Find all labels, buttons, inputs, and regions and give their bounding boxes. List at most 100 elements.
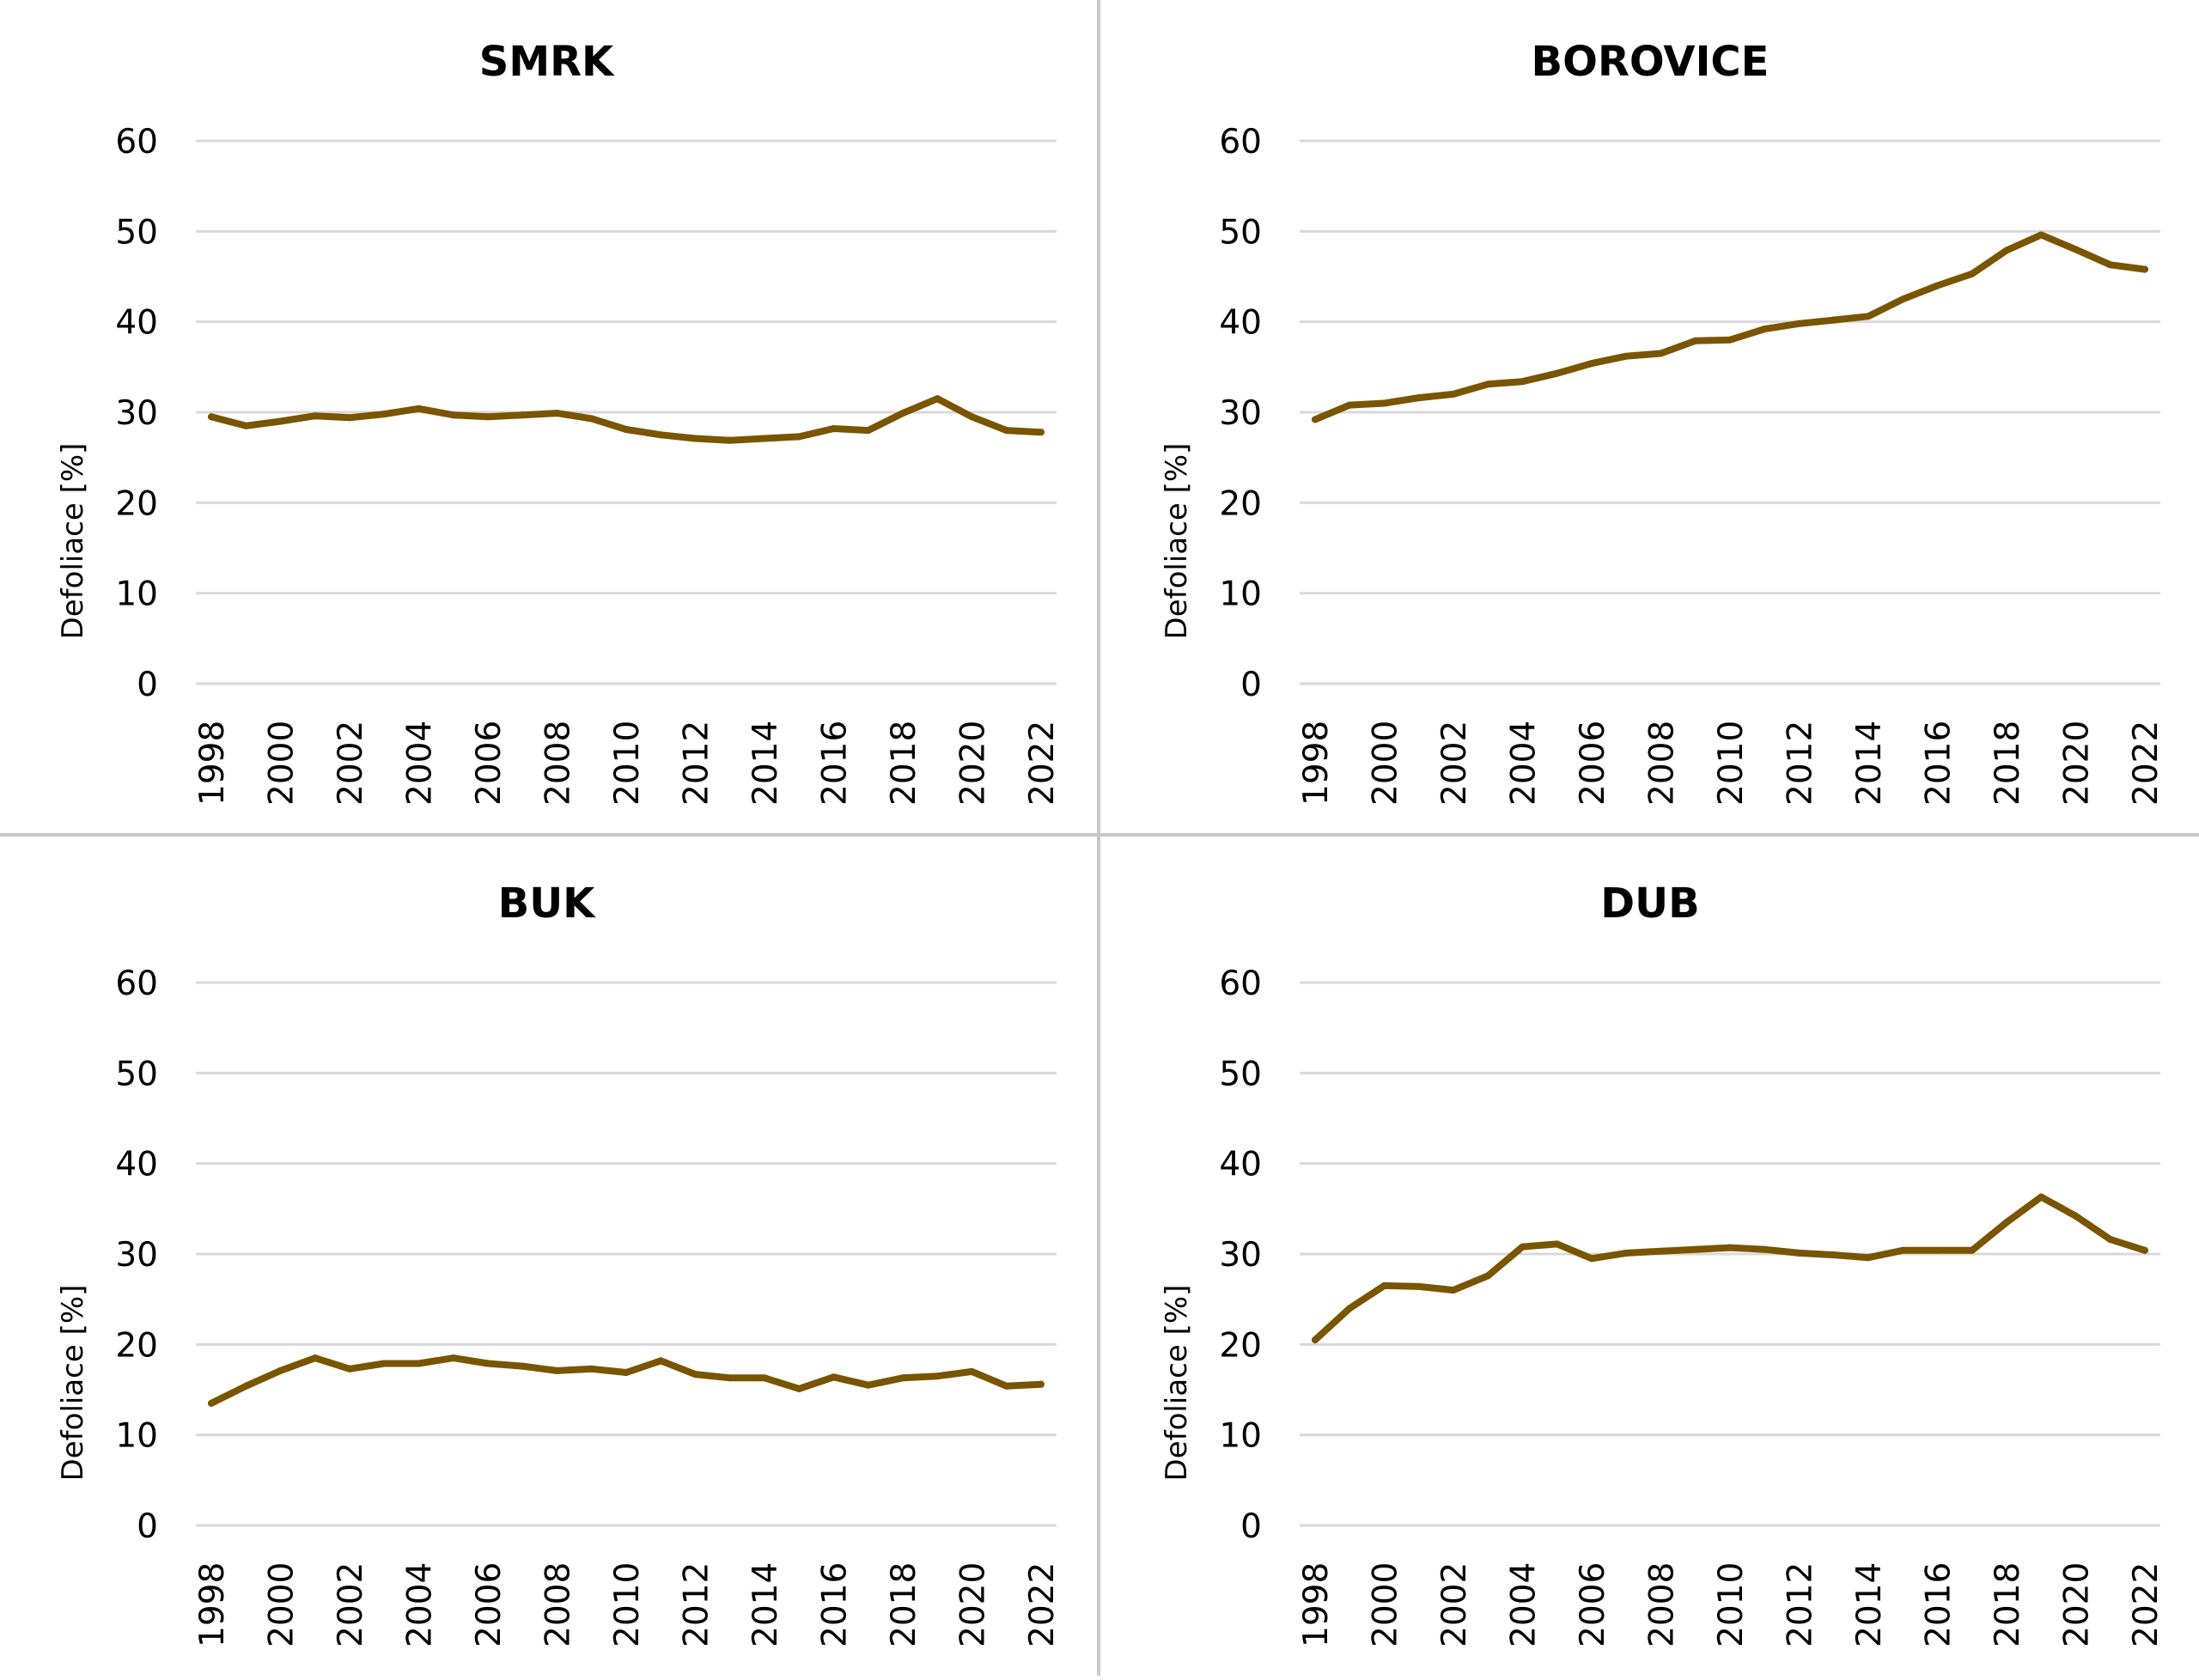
x-tick-label: 2000 bbox=[1367, 1562, 1405, 1647]
data-point bbox=[449, 411, 457, 419]
y-tick-label: 10 bbox=[115, 1417, 158, 1456]
y-tick-label: 10 bbox=[1219, 1417, 1262, 1456]
data-point bbox=[623, 1368, 630, 1376]
data-point bbox=[726, 436, 734, 444]
data-point bbox=[242, 422, 250, 429]
x-tick-label: 2012 bbox=[678, 1562, 716, 1647]
series-line bbox=[208, 395, 1045, 444]
data-point bbox=[623, 426, 630, 434]
chart-title: BOROVICE bbox=[1532, 38, 1770, 86]
y-tick-label: 30 bbox=[1219, 394, 1262, 433]
data-point bbox=[1657, 1247, 1665, 1255]
data-point bbox=[1795, 320, 1803, 327]
data-point bbox=[1553, 369, 1561, 377]
data-point bbox=[1657, 350, 1665, 357]
x-tick-label: 2018 bbox=[885, 1562, 923, 1647]
x-tick-label: 2006 bbox=[1574, 1562, 1612, 1647]
data-point bbox=[1795, 1249, 1803, 1257]
data-point bbox=[208, 413, 215, 421]
x-tick-label: 2008 bbox=[539, 721, 578, 806]
x-tick-label: 2022 bbox=[2127, 1562, 2165, 1647]
y-axis-title: Defoliace [%] bbox=[56, 443, 90, 640]
data-point bbox=[311, 1354, 319, 1362]
chart-panel-buk: BUK 0 10 20 30 40 50 60 Defoliace [%] 1998 2000 200… bbox=[56, 880, 1062, 1647]
y-tick-label: 50 bbox=[115, 213, 158, 252]
data-point bbox=[519, 1362, 527, 1370]
data-point bbox=[484, 1360, 491, 1367]
data-point bbox=[1346, 401, 1354, 409]
data-point bbox=[2038, 1193, 2045, 1201]
data-point bbox=[864, 427, 872, 435]
data-point bbox=[2003, 247, 2010, 254]
x-tick-label: 2020 bbox=[2058, 721, 2097, 806]
x-tick-label: 2010 bbox=[608, 721, 647, 806]
x-tick-label: 2006 bbox=[470, 1562, 509, 1647]
x-tick-label: 2012 bbox=[1782, 1562, 1820, 1647]
data-point bbox=[795, 433, 803, 441]
data-point bbox=[1691, 1245, 1699, 1253]
data-point bbox=[242, 1382, 250, 1390]
data-point bbox=[1934, 282, 1941, 289]
data-point bbox=[1312, 416, 1319, 423]
data-point bbox=[1588, 360, 1595, 368]
chart-panel-borovice: BOROVICE 0 10 20 30 40 50 60 Defoliace [%] 1998 20… bbox=[1160, 38, 2165, 806]
x-tick-label: 2008 bbox=[1643, 721, 1682, 806]
x-tick-label: 2012 bbox=[1782, 721, 1820, 806]
y-tick-label: 50 bbox=[115, 1055, 158, 1093]
chart-title: DUB bbox=[1600, 880, 1699, 928]
data-point bbox=[968, 413, 976, 421]
y-tick-label: 30 bbox=[115, 1236, 158, 1275]
y-tick-label: 40 bbox=[115, 1146, 158, 1184]
data-point bbox=[1312, 1336, 1319, 1344]
data-point bbox=[2072, 246, 2080, 253]
data-point bbox=[1830, 316, 1837, 324]
x-tick-label: 2018 bbox=[885, 721, 923, 806]
data-point bbox=[2106, 261, 2114, 269]
data-point bbox=[830, 424, 838, 432]
y-tick-label: 0 bbox=[137, 666, 158, 704]
data-point bbox=[761, 435, 768, 442]
x-tick-label: 2004 bbox=[401, 721, 440, 806]
data-point bbox=[899, 1374, 906, 1382]
x-tick-label: 1998 bbox=[193, 1562, 232, 1647]
x-tick-label: 2020 bbox=[954, 1562, 993, 1647]
data-point bbox=[2038, 231, 2045, 239]
x-tick-label: 2008 bbox=[1643, 1562, 1682, 1647]
x-tick-label: 2000 bbox=[263, 1562, 302, 1647]
y-tick-label: 60 bbox=[1219, 123, 1262, 161]
x-tick-label: 2002 bbox=[332, 721, 370, 806]
data-point bbox=[2003, 1219, 2010, 1227]
chart-title: BUK bbox=[498, 880, 597, 928]
y-tick-label: 60 bbox=[115, 123, 158, 161]
x-tick-label: 1998 bbox=[193, 721, 232, 806]
data-point bbox=[346, 414, 353, 422]
x-tick-label: 2002 bbox=[1435, 721, 1474, 806]
data-point bbox=[2106, 1236, 2114, 1244]
x-tick-label: 2004 bbox=[1505, 721, 1544, 806]
data-point bbox=[311, 412, 319, 420]
data-point bbox=[1346, 1305, 1354, 1312]
data-point bbox=[657, 1357, 665, 1365]
data-point bbox=[1691, 337, 1699, 344]
data-point bbox=[1588, 1255, 1595, 1263]
x-tick-label: 2014 bbox=[746, 721, 785, 806]
series-line bbox=[1312, 231, 2148, 423]
x-tick-label: 2000 bbox=[1367, 721, 1405, 806]
data-point bbox=[1002, 427, 1010, 435]
y-tick-label: 20 bbox=[115, 1326, 158, 1365]
y-tick-label: 0 bbox=[137, 1507, 158, 1546]
x-tick-label: 2018 bbox=[1989, 1562, 2027, 1647]
x-tick-label: 2008 bbox=[539, 1562, 578, 1647]
x-tick-label: 2016 bbox=[1920, 721, 1958, 806]
x-tick-label: 2016 bbox=[816, 721, 855, 806]
series-line bbox=[208, 1354, 1045, 1407]
y-tick-label: 50 bbox=[1219, 213, 1262, 252]
data-point bbox=[553, 410, 561, 417]
data-point bbox=[1450, 390, 1457, 398]
y-axis-title: Defoliace [%] bbox=[1160, 443, 1194, 640]
data-point bbox=[553, 1367, 561, 1374]
x-tick-label: 2022 bbox=[2127, 721, 2165, 806]
x-tick-label: 2010 bbox=[608, 1562, 647, 1647]
